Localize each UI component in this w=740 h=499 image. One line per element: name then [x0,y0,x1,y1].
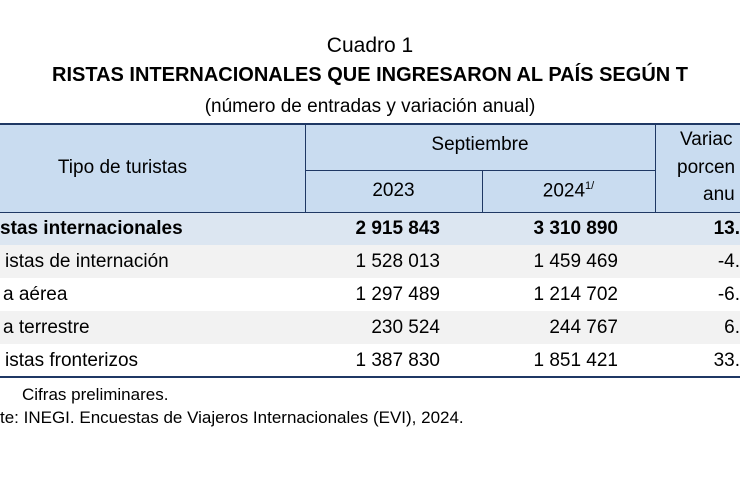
column-header: Variac [680,129,733,150]
column-header: anu [703,184,735,205]
row-label: istas fronterizos [5,350,139,371]
cell-value: 1 851 421 [533,350,618,371]
table-row [0,311,740,344]
row-label: istas de internación [5,250,169,272]
footnote-ref: 1/ [585,180,595,192]
header-band [0,123,740,213]
cell-value: 33. [713,350,740,371]
cell-value: 13. [713,218,740,239]
table-row [0,344,740,378]
row-label: stas internacionales [0,218,183,239]
cell-value: 2 915 843 [355,218,440,239]
divider [305,123,306,213]
column-header: Tipo de turistas [57,157,188,178]
cell-value: 3 310 890 [533,218,618,239]
cell-value: 1 214 702 [533,283,618,305]
divider [305,170,655,171]
cell-value: -4. [717,250,740,272]
column-header: 2023 [372,180,415,201]
table-row [0,245,740,278]
cell-value: 1 459 469 [533,250,618,272]
cell-value: -6. [717,283,740,305]
row-label: a terrestre [3,316,90,338]
column-header: porcen [677,157,736,178]
cell-value: 1 528 013 [355,250,440,272]
table-title: RISTAS INTERNACIONALES QUE INGRESARON AL… [52,64,688,86]
column-header: 20241/ [482,180,655,202]
row-label: a aérea [3,283,68,305]
cell-value: 230 524 [371,316,440,338]
cell-value: 1 387 830 [355,350,440,371]
column-header: Septiembre [431,134,529,155]
table-subtitle: (número de entradas y variación anual) [204,96,536,117]
table-number: Cuadro 1 [326,34,414,57]
table-row [0,213,740,245]
cell-value: 6. [724,316,740,338]
cell-value: 1 297 489 [355,283,440,305]
cell-value: 244 767 [549,316,618,338]
footnote: Cifras preliminares. [22,385,169,404]
footnote: te: INEGI. Encuestas de Viajeros Interna… [0,408,464,427]
table-row [0,278,740,311]
divider [482,170,483,213]
year-label: 2024 [542,180,586,202]
